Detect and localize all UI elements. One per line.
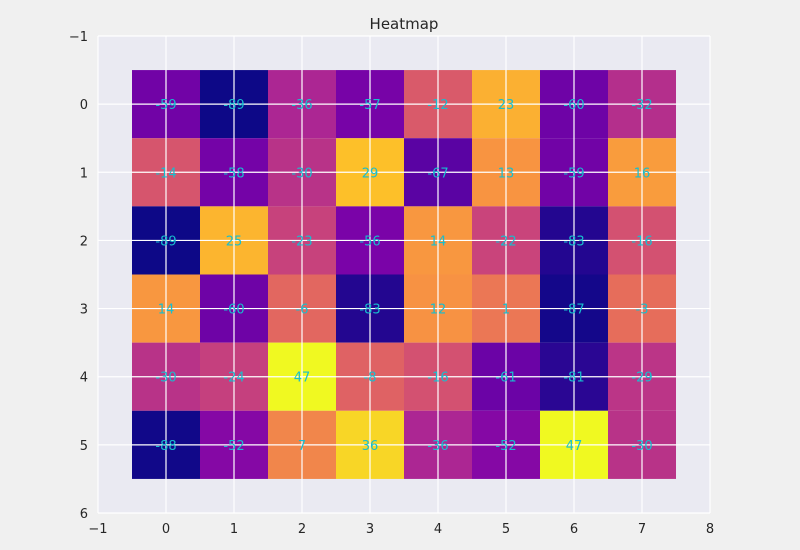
cell-value-label: 47 <box>566 439 583 454</box>
cell-value-label: -32 <box>631 98 652 113</box>
heatmap-cells <box>132 70 676 479</box>
cell-value-label: -23 <box>291 234 312 249</box>
cell-value-label: 23 <box>498 98 515 113</box>
x-tick-label: 0 <box>162 522 170 537</box>
cell-value-label: -59 <box>155 98 176 113</box>
cell-value-label: 16 <box>634 166 651 181</box>
y-tick-label: 0 <box>80 98 88 113</box>
cell-value-label: -22 <box>495 234 516 249</box>
y-tick-label: 3 <box>80 303 88 318</box>
cell-value-label: -88 <box>155 439 176 454</box>
x-tick-label: 4 <box>434 522 442 537</box>
cell-value-label: -83 <box>563 234 584 249</box>
cell-value-label: -6 <box>296 303 309 318</box>
cell-value-label: -30 <box>631 439 652 454</box>
x-tick-label: 8 <box>706 522 714 537</box>
x-tick-label: 7 <box>638 522 646 537</box>
y-tick-label: 2 <box>80 234 88 249</box>
y-tick-label: 1 <box>80 166 88 181</box>
cell-value-label: -59 <box>563 166 584 181</box>
cell-value-label: -14 <box>155 166 176 181</box>
x-axis: −1 0 1 2 3 4 5 6 7 8 <box>88 522 714 537</box>
cell-labels: -59 -89 -36 -57 -12 23 -60 -32-14 -58 -30 29 -67 13-… <box>155 98 652 454</box>
cell-value-label: 14 <box>158 303 175 318</box>
cell-value-label: -58 <box>223 166 244 181</box>
cell-value-label: -36 <box>427 439 448 454</box>
cell-value-label: 7 <box>298 439 306 454</box>
cell-value-label: -29 <box>631 371 652 386</box>
cell-value-label: -89 <box>223 98 244 113</box>
cell-value-label: -8 <box>364 371 377 386</box>
x-tick-label: 3 <box>366 522 374 537</box>
cell-value-label: -30 <box>155 371 176 386</box>
cell-value-label: 47 <box>294 371 311 386</box>
y-tick-label: 4 <box>80 371 88 386</box>
cell-value-label: -56 <box>359 234 380 249</box>
cell-value-label: 1 <box>502 303 510 318</box>
cell-value-label: -3 <box>636 303 649 318</box>
cell-value-label: 12 <box>430 303 447 318</box>
cell-value-label: -16 <box>427 371 448 386</box>
cell-value-label: -81 <box>563 371 584 386</box>
cell-value-label: -24 <box>223 371 244 386</box>
x-tick-label: −1 <box>88 522 107 537</box>
cell-value-label: -16 <box>631 234 652 249</box>
cell-value-label: -52 <box>223 439 244 454</box>
y-axis: −1 0 1 2 3 4 5 6 <box>69 30 88 522</box>
grid-lines <box>97 35 711 514</box>
cell-value-label: 29 <box>362 166 379 181</box>
cell-value-label: -52 <box>495 439 516 454</box>
y-tick-label: −1 <box>69 30 88 45</box>
cell-value-label: 14 <box>430 234 447 249</box>
cell-value-label: -57 <box>359 98 380 113</box>
cell-value-label: -12 <box>427 98 448 113</box>
y-tick-label: 5 <box>80 439 88 454</box>
cell-value-label: -36 <box>291 98 312 113</box>
cell-value-label: 25 <box>226 234 243 249</box>
cell-value-label: -83 <box>359 303 380 318</box>
y-tick-label: 6 <box>80 507 88 522</box>
cell-value-label: -61 <box>495 371 516 386</box>
cell-value-label: -67 <box>427 166 448 181</box>
x-tick-label: 6 <box>570 522 578 537</box>
x-tick-label: 1 <box>230 522 238 537</box>
x-tick-label: 2 <box>298 522 306 537</box>
cell-value-label: -89 <box>155 234 176 249</box>
cell-value-label: -30 <box>291 166 312 181</box>
x-tick-label: 5 <box>502 522 510 537</box>
cell-value-label: -60 <box>563 98 584 113</box>
cell-value-label: -87 <box>563 303 584 318</box>
chart-title: Heatmap <box>370 15 439 33</box>
cell-value-label: 13 <box>498 166 515 181</box>
cell-value-label: -60 <box>223 303 244 318</box>
cell-value-label: 36 <box>362 439 379 454</box>
